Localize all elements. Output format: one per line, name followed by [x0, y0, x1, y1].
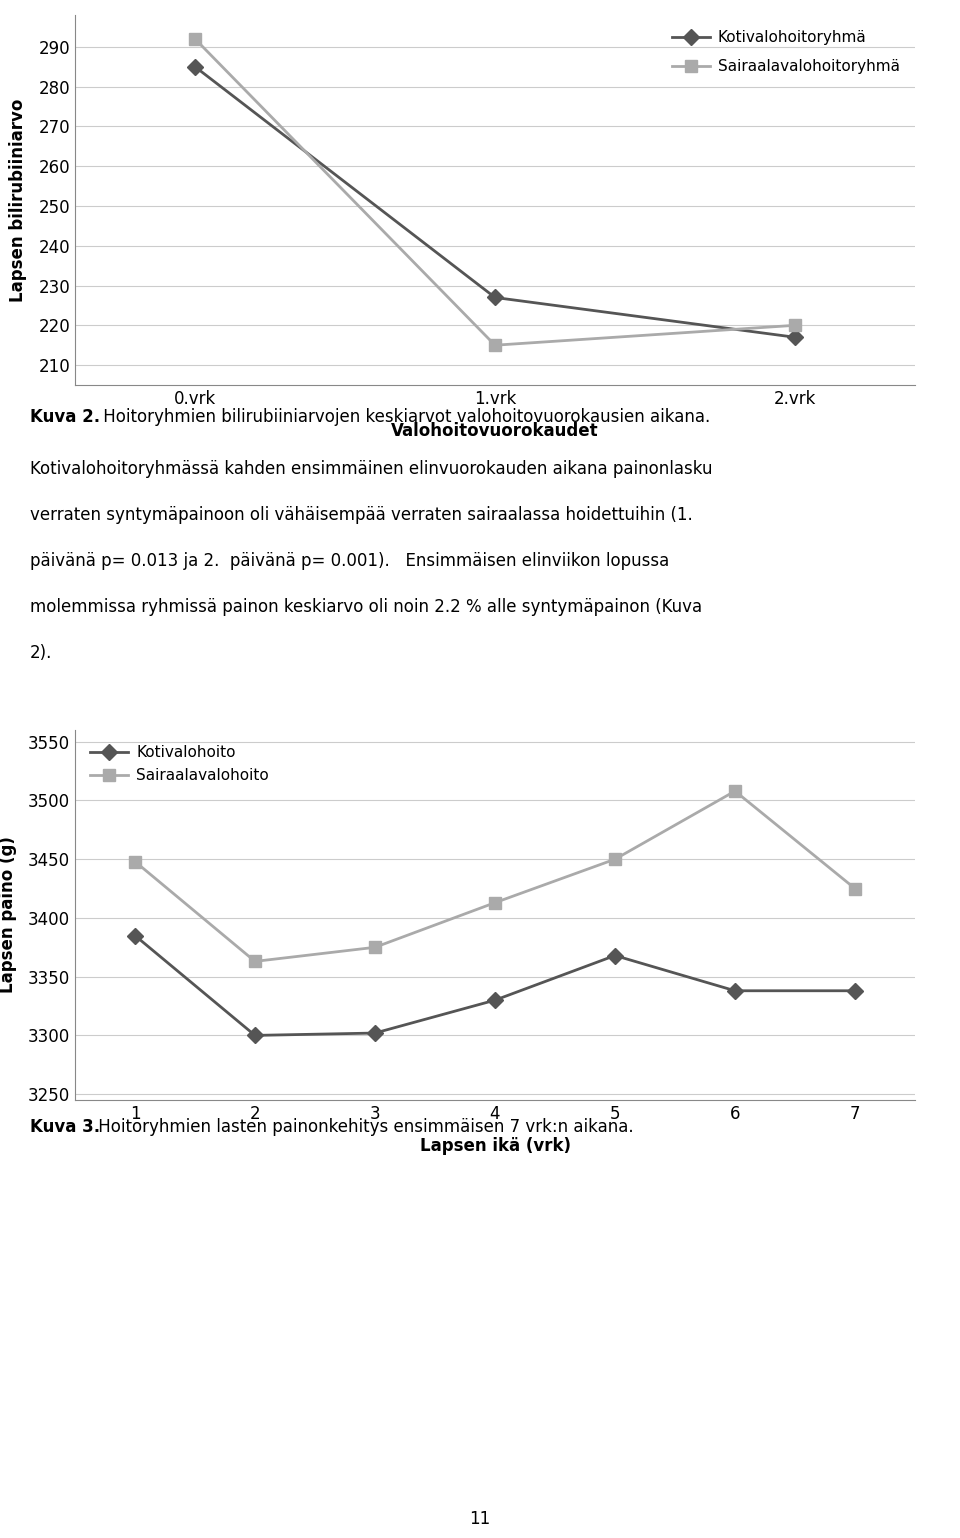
X-axis label: Lapsen ikä (vrk): Lapsen ikä (vrk) [420, 1137, 570, 1155]
Text: Hoitoryhmien bilirubiiniarvojen keskiarvot valohoitovuorokausien aikana.: Hoitoryhmien bilirubiiniarvojen keskiarv… [98, 408, 710, 426]
Sairaalavalohoito [370, 938, 381, 957]
Kotivalohoito [490, 990, 501, 1009]
Sairaalavalohoito [130, 852, 141, 871]
Kotivalohoito [370, 1024, 381, 1043]
Line: Sairaalavalohoito: Sairaalavalohoito [130, 786, 860, 967]
Kotivalohoitoryhmä [490, 288, 501, 306]
Sairaalavalohoito [250, 952, 261, 970]
Text: verraten syntymäpainoon oli vähäisempää verraten sairaalassa hoidettuihin (1.: verraten syntymäpainoon oli vähäisempää … [30, 506, 693, 524]
Sairaalavalohoitoryhmä [789, 317, 801, 335]
X-axis label: Valohoitovuorokaudet: Valohoitovuorokaudet [391, 421, 599, 440]
Line: Kotivalohoitoryhmä: Kotivalohoitoryhmä [189, 62, 801, 343]
Text: 11: 11 [469, 1510, 491, 1527]
Kotivalohoito [250, 1026, 261, 1044]
Kotivalohoito [130, 926, 141, 944]
Kotivalohoito [850, 981, 861, 1000]
Kotivalohoito [730, 981, 741, 1000]
Legend: Kotivalohoito, Sairaalavalohoito: Kotivalohoito, Sairaalavalohoito [83, 738, 276, 791]
Text: molemmissa ryhmissä painon keskiarvo oli noin 2.2 % alle syntymäpainon (Kuva: molemmissa ryhmissä painon keskiarvo oli… [30, 598, 702, 617]
Text: 2).: 2). [30, 644, 53, 661]
Y-axis label: Lapsen bilirubiiniarvo: Lapsen bilirubiiniarvo [10, 98, 27, 301]
Y-axis label: Lapsen paino (g): Lapsen paino (g) [0, 837, 16, 994]
Kotivalohoitoryhmä [189, 57, 201, 75]
Sairaalavalohoitoryhmä [490, 335, 501, 354]
Sairaalavalohoito [610, 851, 621, 869]
Line: Kotivalohoito: Kotivalohoito [130, 930, 860, 1041]
Text: Hoitoryhmien lasten painonkehitys ensimmäisen 7 vrk:n aikana.: Hoitoryhmien lasten painonkehitys ensimm… [93, 1118, 634, 1137]
Text: Kuva 3.: Kuva 3. [30, 1118, 100, 1137]
Sairaalavalohoito [850, 880, 861, 898]
Sairaalavalohoito [730, 781, 741, 800]
Text: Kuva 2.: Kuva 2. [30, 408, 100, 426]
Kotivalohoitoryhmä [789, 328, 801, 346]
Line: Sairaalavalohoitoryhmä: Sairaalavalohoitoryhmä [189, 34, 801, 351]
Legend: Kotivalohoitoryhmä, Sairaalavalohoitoryhmä: Kotivalohoitoryhmä, Sairaalavalohoitoryh… [664, 23, 907, 82]
Kotivalohoito [610, 946, 621, 964]
Text: Kotivalohoitoryhmässä kahden ensimmäinen elinvuorokauden aikana painonlasku: Kotivalohoitoryhmässä kahden ensimmäinen… [30, 460, 712, 478]
Sairaalavalohoito [490, 894, 501, 912]
Sairaalavalohoitoryhmä [189, 29, 201, 48]
Text: päivänä p= 0.013 ja 2.  päivänä p= 0.001).   Ensimmäisen elinviikon lopussa: päivänä p= 0.013 ja 2. päivänä p= 0.001)… [30, 552, 669, 571]
